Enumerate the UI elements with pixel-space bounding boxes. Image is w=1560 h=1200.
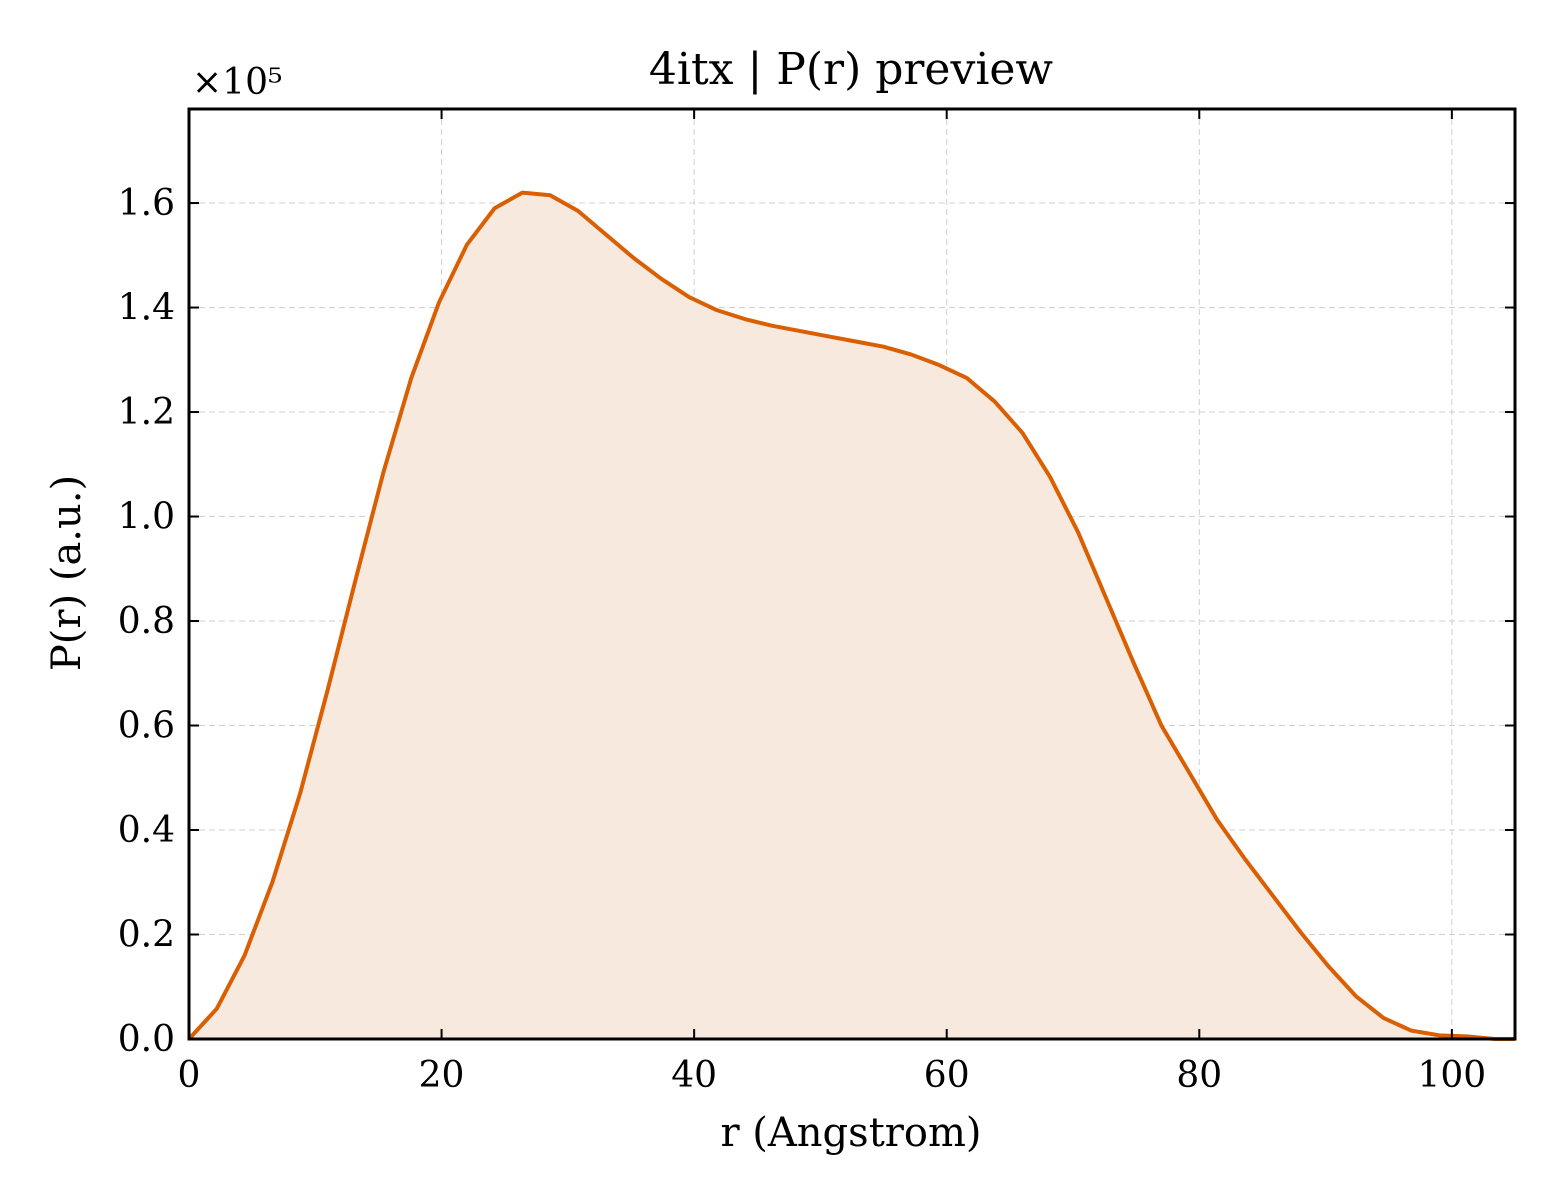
y-tick-label: 0.0: [118, 1019, 175, 1060]
x-tick-label: 0: [178, 1055, 201, 1096]
y-tick-label: 1.2: [118, 392, 175, 433]
chart-title: 4itx | P(r) preview: [649, 44, 1054, 95]
x-tick-label: 80: [1176, 1055, 1222, 1096]
series-line: [187, 190, 1515, 1041]
y-axis-label: P(r) (a.u.): [44, 475, 90, 671]
y-tick-label: 1.4: [118, 288, 175, 329]
area-fill: [189, 192, 1515, 1040]
x-tick-label: 20: [419, 1055, 465, 1096]
y-tick-label: 0.8: [118, 601, 175, 642]
y-tick-label: 1.6: [118, 183, 175, 224]
x-axis-label: r (Angstrom): [720, 1110, 981, 1156]
x-tick-label: 40: [671, 1055, 717, 1096]
y-tick-label: 0.4: [118, 810, 175, 851]
y-tick-label: 0.2: [118, 915, 175, 956]
plot-frame: [187, 107, 1517, 1041]
ticks: 0 20 40 60 80 100 0.0 0.2 0.4 0.6 0.8 1.0 1.2 1.4 1.6: [118, 109, 1515, 1096]
x-tick-label: 100: [1417, 1055, 1486, 1096]
x-tick-label: 60: [924, 1055, 970, 1096]
y-scale-label: ×10⁵: [192, 62, 282, 103]
y-tick-label: 1.0: [118, 497, 175, 538]
y-tick-label: 0.6: [118, 706, 175, 747]
